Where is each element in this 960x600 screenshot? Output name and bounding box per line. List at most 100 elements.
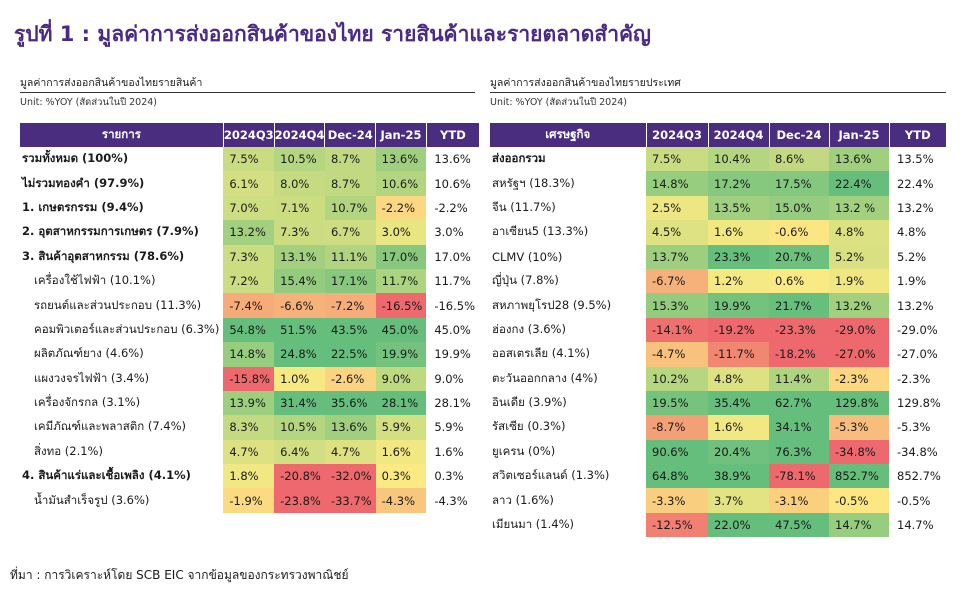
table-row: ไม่รวมทองคำ (97.9%) 6.1% 8.0% 8.7% 10.6% 10.6… bbox=[20, 171, 479, 196]
table-row: สิ่งทอ (2.1%) 4.7% 6.4% 4.7% 1.6% 1.6% bbox=[20, 439, 479, 465]
ytd-cell: -4.3% bbox=[426, 488, 479, 513]
ytd-cell: 129.8% bbox=[889, 390, 946, 416]
ytd-cell: -27.0% bbox=[889, 342, 946, 367]
row-label: ลาว (1.6%) bbox=[492, 492, 554, 507]
value-cell: 1.6% bbox=[375, 439, 427, 465]
ytd-cell: 19.9% bbox=[426, 342, 479, 367]
value-cell: 6.7% bbox=[324, 220, 376, 245]
value-cell: 24.8% bbox=[274, 342, 325, 367]
value-cell: 1.0% bbox=[274, 366, 325, 391]
value-cell: 129.8% bbox=[829, 390, 889, 416]
value-cell: 7.3% bbox=[274, 220, 325, 245]
value-cell: 3.0% bbox=[375, 220, 427, 245]
value-cell: 64.8% bbox=[646, 464, 708, 489]
value-cell: -3.3% bbox=[646, 488, 708, 513]
value-cell: 10.5% bbox=[274, 147, 325, 172]
row-label: 2. อุตสาหกรรมการเกษตร (7.9%) bbox=[22, 224, 199, 239]
row-label: เคมีภัณฑ์และพลาสติก (7.4%) bbox=[34, 419, 187, 434]
row-label: แผงวงจรไฟฟ้า (3.4%) bbox=[34, 370, 150, 385]
table-row: รถยนต์และส่วนประกอบ (11.3%) -7.4% -6.6% -7.… bbox=[20, 293, 479, 318]
value-cell: 35.4% bbox=[708, 390, 769, 416]
value-cell: 7.5% bbox=[223, 147, 275, 172]
value-cell: 7.0% bbox=[223, 195, 275, 221]
value-cell: 6.4% bbox=[274, 439, 325, 465]
row-label: อาเซียน5 (13.3%) bbox=[492, 224, 589, 239]
value-cell: 8.7% bbox=[324, 171, 376, 196]
value-cell: -33.7% bbox=[324, 488, 376, 513]
value-cell: 1.6% bbox=[708, 220, 769, 245]
row-label: ฮ่องกง (3.6%) bbox=[492, 321, 566, 336]
left-header-4: Jan-25 bbox=[375, 123, 427, 147]
table-row: ลาว (1.6%) -3.3% 3.7% -3.1% -0.5% -0.5% bbox=[490, 488, 946, 513]
table-row: อาเซียน5 (13.3%) 4.5% 1.6% -0.6% 4.8% 4.8% bbox=[490, 220, 946, 245]
value-cell: 13.2 % bbox=[829, 195, 889, 221]
table-row: รวมทั้งหมด (100%) 7.5% 10.5% 8.7% 13.6% 13.6% bbox=[20, 147, 479, 172]
value-cell: 11.4% bbox=[769, 366, 829, 391]
value-cell: -15.8% bbox=[223, 366, 275, 391]
value-cell: 15.0% bbox=[769, 195, 829, 221]
left-header-0: รายการ bbox=[20, 123, 224, 147]
ytd-cell: 17.0% bbox=[426, 244, 479, 269]
value-cell: -7.4% bbox=[223, 293, 275, 318]
value-cell: 1.6% bbox=[708, 415, 769, 440]
ytd-cell: 5.2% bbox=[889, 244, 946, 269]
left-header-2: 2024Q4 bbox=[274, 123, 326, 147]
ytd-cell: -16.5% bbox=[426, 293, 479, 318]
table-row: ผลิตภัณฑ์ยาง (4.6%) 14.8% 24.8% 22.5% 19.9% 1… bbox=[20, 342, 479, 367]
value-cell: 7.5% bbox=[646, 147, 708, 172]
ytd-cell: 5.9% bbox=[426, 415, 479, 440]
value-cell: 15.4% bbox=[274, 268, 325, 294]
value-cell: -29.0% bbox=[829, 317, 889, 343]
table-row: ตะวันออกกลาง (4%) 10.2% 4.8% 11.4% -2.3% -2.3… bbox=[490, 366, 946, 391]
row-label: น้ำมันสำเร็จรูป (3.6%) bbox=[34, 492, 150, 507]
product-table-title: มูลค่าการส่งออกสินค้าของไทยรายสินค้า bbox=[20, 77, 203, 89]
right-header-4: Jan-25 bbox=[829, 123, 890, 147]
table-row: 1. เกษตรกรรม (9.4%) 7.0% 7.1% 10.7% -2.2% -2.… bbox=[20, 195, 479, 221]
value-cell: 28.1% bbox=[375, 390, 427, 416]
country-table-unit: Unit: %YOY (สัดส่วนในปี 2024) bbox=[490, 97, 628, 108]
value-cell: -4.3% bbox=[375, 488, 427, 513]
row-label: เครื่องใช้ไฟฟ้า (10.1%) bbox=[34, 273, 156, 288]
value-cell: 13.6% bbox=[375, 147, 427, 172]
product-export-table: รายการ 2024Q3 2024Q4 Dec-24 Jan-25 YTD รวมทั้… bbox=[20, 123, 479, 513]
value-cell: 34.1% bbox=[769, 415, 829, 440]
row-label: อินเดีย (3.9%) bbox=[492, 395, 567, 410]
value-cell: 1.2% bbox=[708, 268, 769, 294]
value-cell: 10.6% bbox=[375, 171, 427, 196]
ytd-cell: 13.5% bbox=[889, 147, 946, 172]
row-label: คอมพิวเตอร์และส่วนประกอบ (6.3%) bbox=[34, 321, 220, 336]
value-cell: 90.6% bbox=[646, 439, 708, 465]
value-cell: 14.8% bbox=[223, 342, 275, 367]
value-cell: -0.6% bbox=[769, 220, 829, 245]
value-cell: -20.8% bbox=[274, 464, 325, 489]
value-cell: 22.0% bbox=[708, 512, 769, 538]
value-cell: 9.0% bbox=[375, 366, 427, 391]
value-cell: 17.2% bbox=[708, 171, 769, 196]
value-cell: 54.8% bbox=[223, 317, 275, 343]
ytd-cell: 0.3% bbox=[426, 464, 479, 489]
value-cell: 21.7% bbox=[769, 293, 829, 318]
ytd-cell: 1.6% bbox=[426, 439, 479, 465]
value-cell: 10.7% bbox=[324, 195, 376, 221]
ytd-cell: 45.0% bbox=[426, 317, 479, 343]
value-cell: -27.0% bbox=[829, 342, 889, 367]
right-header-0: เศรษฐกิจ bbox=[490, 123, 647, 147]
value-cell: 1.8% bbox=[223, 464, 275, 489]
table-row: ส่งออกรวม 7.5% 10.4% 8.6% 13.6% 13.5% bbox=[490, 147, 946, 172]
value-cell: 10.4% bbox=[708, 147, 769, 172]
value-cell: -32.0% bbox=[324, 464, 376, 489]
value-cell: 13.6% bbox=[324, 415, 376, 440]
value-cell: 20.7% bbox=[769, 244, 829, 269]
value-cell: -0.5% bbox=[829, 488, 889, 513]
table-row: สหภาพยุโรป28 (9.5%) 15.3% 19.9% 21.7% 13.2% 1… bbox=[490, 293, 946, 318]
country-table-rule bbox=[490, 92, 946, 93]
row-label: รวมทั้งหมด (100%) bbox=[22, 151, 129, 166]
value-cell: 62.7% bbox=[769, 390, 829, 416]
value-cell: 45.0% bbox=[375, 317, 427, 343]
value-cell: 51.5% bbox=[274, 317, 325, 343]
ytd-cell: 22.4% bbox=[889, 171, 946, 196]
value-cell: 8.3% bbox=[223, 415, 275, 440]
ytd-cell: 4.8% bbox=[889, 220, 946, 245]
value-cell: 38.9% bbox=[708, 464, 769, 489]
ytd-cell: 13.2% bbox=[889, 195, 946, 221]
